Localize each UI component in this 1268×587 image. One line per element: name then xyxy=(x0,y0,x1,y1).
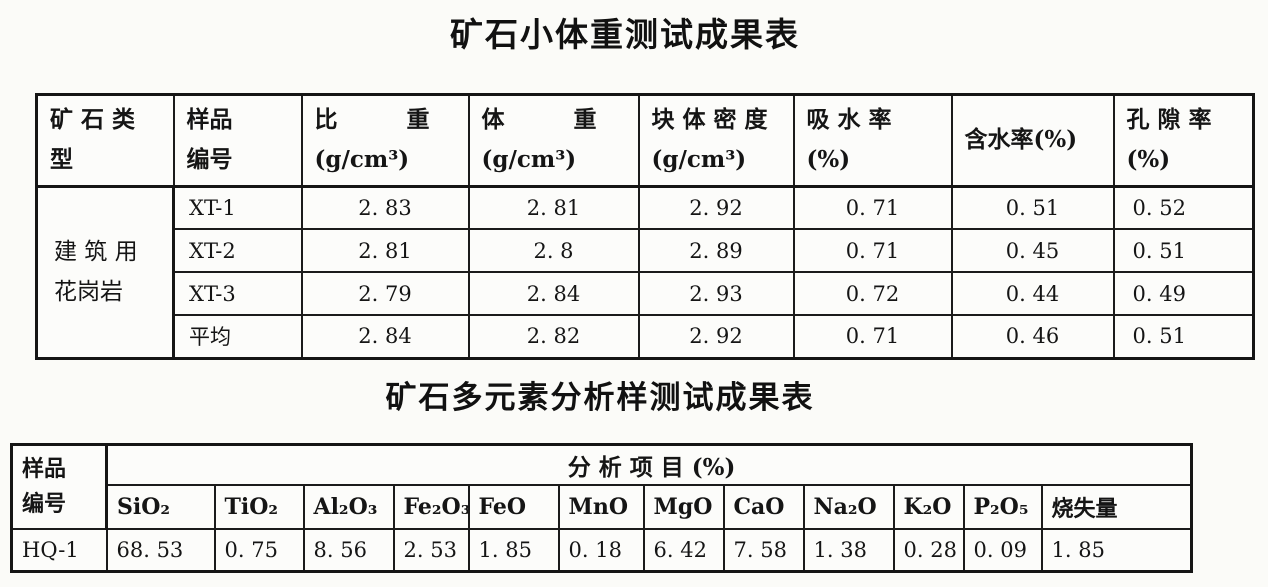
data-cell: 2. 82 xyxy=(467,314,640,359)
bulk-density-table: 矿 石 类 型 样品 编号 比 重 (g/cm³) 体 重 (g/cm³) 块 … xyxy=(35,93,1255,360)
table1-row-xt2: XT-2 2. 81 2. 8 2. 89 0. 71 0. 45 0. 51 xyxy=(37,228,1255,273)
col-header-moisture-content: 含水率(%) xyxy=(950,93,1115,188)
data-cell: 0. 28 xyxy=(892,528,965,572)
data-cell: 0. 71 xyxy=(792,228,953,273)
data-cell: 0. 18 xyxy=(557,528,645,572)
data-cell: 0. 72 xyxy=(792,271,953,316)
table2-title: 矿石多元素分析样测试成果表 xyxy=(385,380,815,416)
col-header-bulk-weight: 体 重 (g/cm³) xyxy=(467,93,640,188)
table1-row-xt3: XT-3 2. 79 2. 84 2. 93 0. 72 0. 44 0. 49 xyxy=(37,271,1255,316)
sample-id-cell: XT-3 xyxy=(172,271,303,316)
data-cell: 0. 45 xyxy=(950,228,1115,273)
data-cell: 0. 75 xyxy=(213,528,305,572)
col-header-fe2o3: Fe₂O₃ xyxy=(392,484,470,530)
data-cell: 2. 84 xyxy=(300,314,470,359)
table1-header-row: 矿 石 类 型 样品 编号 比 重 (g/cm³) 体 重 (g/cm³) 块 … xyxy=(35,93,1255,188)
col-header-k2o: K₂O xyxy=(892,484,965,530)
table1-row-average: 平均 2. 84 2. 82 2. 92 0. 71 0. 46 0. 51 xyxy=(37,314,1255,359)
analysis-items-header: 分 析 项 目 (%) xyxy=(105,443,1193,486)
data-cell: 2. 83 xyxy=(300,185,470,230)
col-header-al2o3: Al₂O₃ xyxy=(302,484,395,530)
col-header-sample-id: 样品 编号 xyxy=(10,443,108,530)
multi-element-analysis-table: 样品 编号 分 析 项 目 (%) SiO₂ TiO₂ Al₂O₃ Fe₂O₃ … xyxy=(10,443,1194,573)
data-cell: 1. 85 xyxy=(1040,528,1193,572)
table2-subheader-row: SiO₂ TiO₂ Al₂O₃ Fe₂O₃ FeO MnO MgO CaO Na… xyxy=(12,484,1193,530)
data-cell: 0. 71 xyxy=(792,314,953,359)
col-header-sio2: SiO₂ xyxy=(105,484,216,530)
data-cell: 2. 81 xyxy=(300,228,470,273)
col-header-sample-id: 样品 编号 xyxy=(172,93,303,188)
data-cell: 0. 71 xyxy=(792,185,953,230)
col-header-mno: MnO xyxy=(557,484,645,530)
data-cell: 0. 51 xyxy=(1112,314,1255,359)
data-cell: 0. 52 xyxy=(1112,185,1255,230)
data-cell: 2. 92 xyxy=(637,314,795,359)
data-cell: 0. 09 xyxy=(962,528,1043,572)
table1-row-xt1: 建 筑 用 花岗岩 XT-1 2. 83 2. 81 2. 92 0. 71 0… xyxy=(35,185,1255,359)
col-header-tio2: TiO₂ xyxy=(213,484,305,530)
data-cell: 0. 51 xyxy=(950,185,1115,230)
data-cell: 1. 85 xyxy=(467,528,560,572)
sample-id-cell: XT-2 xyxy=(172,228,303,273)
col-header-block-density: 块 体 密 度 (g/cm³) xyxy=(637,93,795,188)
table1-title: 矿石小体重测试成果表 xyxy=(450,15,800,54)
data-cell: 2. 8 xyxy=(467,228,640,273)
table2-row-hq1: HQ-1 68. 53 0. 75 8. 56 2. 53 1. 85 0. 1… xyxy=(10,528,1193,572)
sample-id-cell: 平均 xyxy=(172,314,303,359)
col-header-cao: CaO xyxy=(722,484,805,530)
sample-id-cell: HQ-1 xyxy=(10,528,108,572)
data-cell: 2. 93 xyxy=(637,271,795,316)
data-cell: 0. 49 xyxy=(1112,271,1255,316)
data-cell: 0. 44 xyxy=(950,271,1115,316)
data-cell: 2. 84 xyxy=(467,271,640,316)
col-header-feo: FeO xyxy=(467,484,560,530)
data-cell: 1. 38 xyxy=(802,528,895,572)
data-cell: 2. 89 xyxy=(637,228,795,273)
data-cell: 0. 46 xyxy=(950,314,1115,359)
col-header-na2o: Na₂O xyxy=(802,484,895,530)
ore-type-group-cell: 建 筑 用 花岗岩 xyxy=(35,185,175,359)
data-cell: 2. 92 xyxy=(637,185,795,230)
col-header-mgo: MgO xyxy=(642,484,725,530)
sample-id-cell: XT-1 xyxy=(172,185,303,230)
col-header-porosity: 孔 隙 率 (%) xyxy=(1112,93,1255,188)
data-cell: 2. 53 xyxy=(392,528,470,572)
table2-group-header-row: 样品 编号 分 析 项 目 (%) xyxy=(10,443,1193,530)
col-header-loss-on-ignition: 烧失量 xyxy=(1040,484,1193,530)
col-header-water-absorption: 吸 水 率 (%) xyxy=(792,93,953,188)
col-header-p2o5: P₂O₅ xyxy=(962,484,1043,530)
data-cell: 2. 81 xyxy=(467,185,640,230)
data-cell: 68. 53 xyxy=(105,528,216,572)
col-header-ore-type: 矿 石 类 型 xyxy=(35,93,175,188)
col-header-specific-gravity: 比 重 (g/cm³) xyxy=(300,93,470,188)
data-cell: 2. 79 xyxy=(300,271,470,316)
data-cell: 0. 51 xyxy=(1112,228,1255,273)
data-cell: 6. 42 xyxy=(642,528,725,572)
data-cell: 7. 58 xyxy=(722,528,805,572)
data-cell: 8. 56 xyxy=(302,528,395,572)
